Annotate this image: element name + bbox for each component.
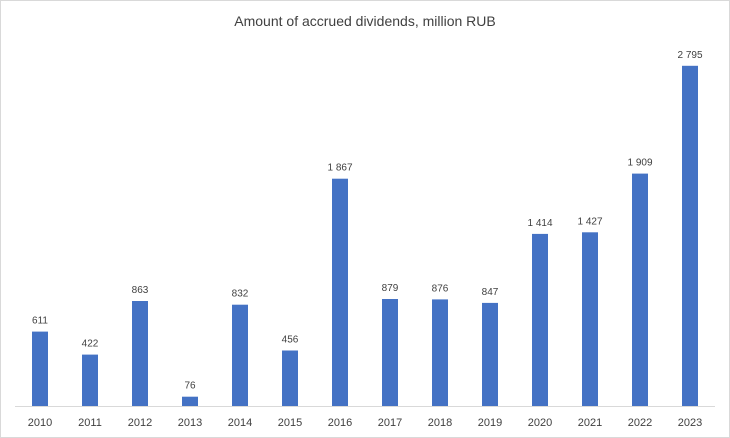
data-label-2015: 456 [282,335,299,346]
x-tick-2017: 2017 [378,417,402,429]
bar-2021 [582,232,598,406]
data-label-2022: 1 909 [627,158,652,169]
bar-2023 [682,65,698,407]
x-tick-2010: 2010 [28,417,52,429]
x-tick-2021: 2021 [578,417,602,429]
data-label-2017: 879 [382,283,399,294]
bar-2018 [432,299,448,406]
bar-2011 [82,354,98,406]
x-tick-2015: 2015 [278,417,302,429]
data-label-2012: 863 [132,285,149,296]
data-label-2013: 76 [184,381,196,392]
bar-2015 [282,350,298,406]
bar-2012 [132,301,148,406]
bar-2016 [332,178,348,406]
x-tick-2018: 2018 [428,417,452,429]
bar-2014 [232,304,248,406]
x-tick-2020: 2020 [528,417,552,429]
data-label-2020: 1 414 [527,218,552,229]
x-tick-2012: 2012 [128,417,152,429]
x-tick-2016: 2016 [328,417,352,429]
x-tick-2023: 2023 [678,417,702,429]
data-label-2019: 847 [482,287,499,298]
data-label-2018: 876 [432,283,449,294]
x-tick-2014: 2014 [228,417,252,429]
bar-2010 [32,331,48,406]
data-label-2014: 832 [232,289,249,300]
data-label-2016: 1 867 [327,163,352,174]
data-label-2023: 2 795 [677,50,702,61]
bar-2020 [532,233,548,406]
bar-2019 [482,302,498,406]
x-tick-2022: 2022 [628,417,652,429]
data-label-2011: 422 [82,339,99,350]
x-tick-2011: 2011 [78,417,102,429]
bar-2017 [382,299,398,406]
bar-2013 [182,396,198,406]
x-tick-2013: 2013 [178,417,202,429]
bar-2022 [632,173,648,406]
chart-title: Amount of accrued dividends, million RUB [234,13,496,29]
x-tick-2019: 2019 [478,417,502,429]
data-label-2010: 611 [32,316,48,327]
data-label-2021: 1 427 [577,216,602,227]
